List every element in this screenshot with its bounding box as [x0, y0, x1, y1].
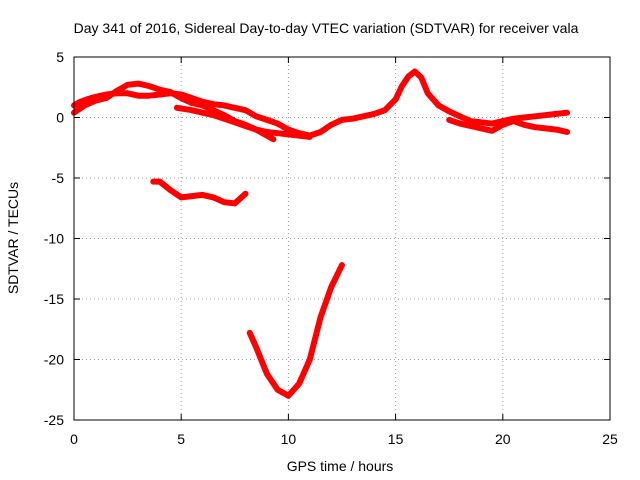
series-line-track-a: [71, 68, 571, 139]
x-tick-label: 15: [388, 431, 404, 447]
x-tick-label: 20: [495, 431, 511, 447]
y-axis-label: SDTVAR / TECUs: [5, 182, 21, 294]
chart-title: Day 341 of 2016, Sidereal Day-to-day VTE…: [74, 20, 579, 36]
x-tick-label: 0: [70, 431, 78, 447]
series-line-track-c: [173, 104, 313, 140]
series-group: [71, 68, 571, 399]
y-tick-label: -5: [52, 170, 65, 186]
x-tick-label: 5: [177, 431, 185, 447]
x-axis-label: GPS time / hours: [287, 458, 394, 474]
y-tick-label: -15: [44, 291, 64, 307]
x-tick-label: 25: [602, 431, 618, 447]
y-tick-label: -25: [44, 412, 64, 428]
series-line-track-f: [246, 262, 345, 399]
y-tick-label: -20: [44, 352, 64, 368]
series-line-track-e: [150, 178, 249, 207]
series-line-track-d: [446, 116, 571, 135]
axes: 0 5 10 15 20 25 -25 -20 -15 -10 -5 0 5: [44, 49, 618, 447]
y-tick-label: -10: [44, 231, 64, 247]
y-tick-label: 0: [56, 110, 64, 126]
x-tick-label: 10: [281, 431, 297, 447]
y-tick-label: 5: [56, 49, 64, 65]
grid: [74, 57, 610, 420]
